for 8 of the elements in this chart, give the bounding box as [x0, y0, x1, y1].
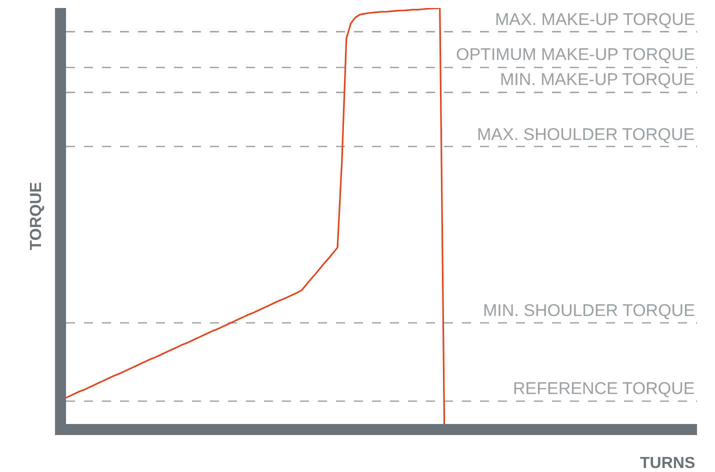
ref-line-label: MAX. MAKE-UP TORQUE [495, 10, 696, 29]
ref-line-label: MIN. MAKE-UP TORQUE [500, 70, 695, 89]
ref-line-label: REFERENCE TORQUE [513, 379, 695, 398]
text: TURNS [640, 455, 696, 472]
ref-line-label: MIN. SHOULDER TORQUE [483, 301, 695, 320]
y-axis-title: TORQUE [28, 182, 45, 250]
ref-line-label: MAX. SHOULDER TORQUE [477, 125, 695, 144]
ref-line-label: OPTIMUM MAKE-UP TORQUE [456, 45, 695, 64]
